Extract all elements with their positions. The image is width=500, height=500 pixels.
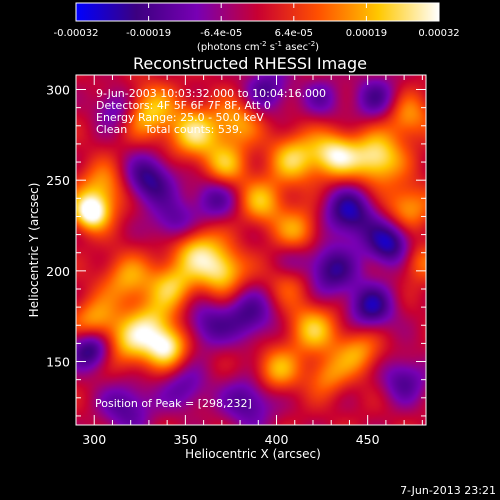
peak-position-label: Position of Peak = [298,232] (95, 397, 252, 410)
y-tick-label: 250 (46, 173, 70, 188)
colorbar-tick-label: -0.00032 (54, 28, 99, 39)
axis-ticks: 300 350 400 450 150 200 250 300 (46, 75, 426, 447)
x-axis-label: Heliocentric X (arcsec) (185, 447, 321, 461)
x-tick-label: 400 (265, 432, 289, 447)
colorbar-tick-label: -6.4e-05 (200, 28, 242, 39)
date-stamp: 7-Jun-2013 23:21 (400, 484, 496, 497)
annotation-time-range: 9-Jun-2003 10:03:32.000 to 10:04:16.000 (96, 87, 326, 100)
annotation-detectors: Detectors: 4F 5F 6F 7F 8F, Att 0 (96, 99, 271, 112)
annotation-counts: Clean Total counts: 539. (96, 123, 242, 136)
colorbar-frame (75, 2, 440, 22)
colorbar-tick-label: 0.00032 (418, 28, 459, 39)
annotation-energy-range: Energy Range: 25.0 - 50.0 keV (96, 111, 264, 124)
colorbar-tick-label: 6.4e-05 (275, 28, 313, 39)
colorbar (76, 3, 439, 21)
plot-frame (75, 74, 427, 426)
x-tick-label: 300 (82, 432, 106, 447)
y-tick-label: 300 (46, 83, 70, 98)
colorbar-tick-label: -0.00019 (126, 28, 171, 39)
colorbar-unit-label: (photons cm-2 s-1 asec-2) (197, 40, 319, 53)
x-tick-label: 450 (356, 432, 380, 447)
heatmap-image (76, 75, 426, 425)
colorbar-ticks: -0.00032 -0.00019 -6.4e-05 6.4e-05 0.00019 0.… (54, 3, 460, 39)
y-tick-label: 150 (46, 355, 70, 370)
annotation-block: 9-Jun-2003 10:03:32.000 to 10:04:16.000 … (96, 87, 326, 136)
y-tick-label: 200 (46, 264, 70, 279)
chart-title: Reconstructed RHESSI Image (133, 54, 367, 73)
colorbar-tick-label: 0.00019 (346, 28, 387, 39)
x-tick-label: 350 (173, 432, 197, 447)
y-axis-label: Heliocentric Y (arcsec) (27, 183, 41, 318)
